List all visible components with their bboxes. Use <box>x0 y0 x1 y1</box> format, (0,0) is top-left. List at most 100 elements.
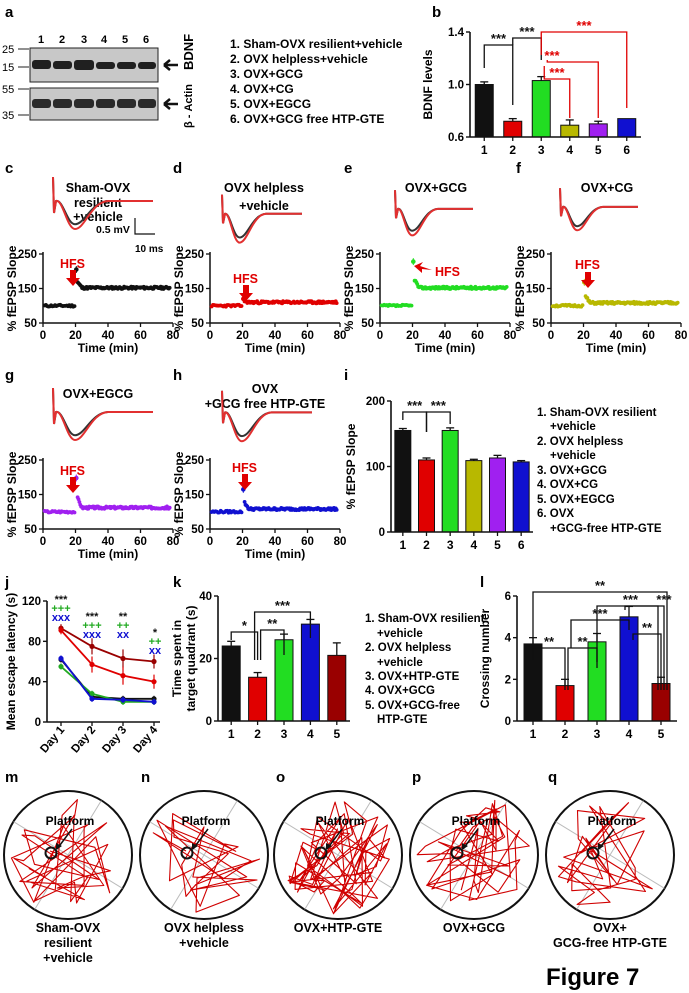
panel-title: +vehicle <box>239 199 289 213</box>
blot-legend: 1. Sham-OVX resilient+vehicle 2. OVX hel… <box>230 37 403 126</box>
data-point <box>334 301 339 306</box>
legend-item: 5. OVX+EGCG <box>537 494 615 506</box>
x-tick-label: 3 <box>447 538 454 552</box>
legend-item: +GCG-free HTP-GTE <box>550 523 662 535</box>
figure-static-layer: a b c d e f g h i j k l m n o p q 1 2 3 … <box>2 4 662 991</box>
bracket-line <box>253 611 312 660</box>
legend-k: 1. Sham-OVX resilient +vehicle 2. OVX he… <box>365 613 485 726</box>
y-tick-label: 1.0 <box>448 80 464 92</box>
x-tick-label: 60 <box>301 330 314 342</box>
y-axis-label: % fEPSP Slope <box>172 451 186 537</box>
platform-label: Platform <box>588 814 637 828</box>
panel-letter-g: g <box>5 367 14 384</box>
hfs-label: HFS <box>233 272 258 286</box>
water-maze-p: Platform OVX+GCG <box>409 790 539 935</box>
y-axis-label: % fEPSP Slope <box>5 451 19 537</box>
fepsp-trace-pair <box>559 188 638 232</box>
significance-bracket: ** <box>632 620 662 690</box>
x-axis-label: Time (min) <box>586 341 646 355</box>
y-tick-label: 150 <box>526 284 545 296</box>
legend-item: 5. OVX+GCG-free <box>365 700 460 712</box>
bracket-line <box>570 619 630 648</box>
y-axis-label: % fEPSP Slope <box>342 245 356 331</box>
y-tick-label: 4 <box>505 633 512 645</box>
platform-label: Platform <box>46 814 95 828</box>
y-tick-label: 0 <box>379 527 385 539</box>
ltp-panel-g: 50 150 250 0 20 40 60 80 Time (min) % fEPSP Slope… <box>5 387 179 561</box>
y-tick-label: 50 <box>24 318 37 330</box>
bar <box>300 623 320 722</box>
hfs-arrow-icon <box>66 477 80 493</box>
x-tick-label: 40 <box>269 330 282 342</box>
bdnf-band <box>138 62 156 69</box>
water-maze-o: Platform OVX+HTP-GTE <box>273 790 403 935</box>
legend-item: 3. OVX+GCG <box>537 465 607 477</box>
y-axis-label: Time spent in <box>170 620 184 697</box>
bracket-line <box>259 629 285 660</box>
x-axis-label: Time (min) <box>245 341 305 355</box>
x-tick-label: 0 <box>207 536 213 548</box>
data-point <box>72 510 77 515</box>
panel-letter-i: i <box>344 367 348 384</box>
y-tick-label: 50 <box>532 318 545 330</box>
significance-label: *** <box>544 48 560 63</box>
platform-label: Platform <box>452 814 501 828</box>
hfs-label: HFS <box>575 258 600 272</box>
bracket-line <box>532 591 668 690</box>
panel-letter-f: f <box>516 160 522 177</box>
x-tick-label: 4 <box>470 538 477 552</box>
significance-label: xx <box>117 629 130 641</box>
significance-label: ** <box>577 634 588 649</box>
y-tick-label: 6 <box>505 591 511 603</box>
bar <box>512 461 530 533</box>
legend-item: 4. OVX+CG <box>537 479 598 491</box>
bar-chart-i: 1 2 3 4 5 6 0 100 200 % fEPSP Slope *** *** <box>344 396 533 552</box>
series-path <box>60 629 155 683</box>
fepsp-trace-pair <box>52 176 153 231</box>
actin-band <box>138 99 156 108</box>
x-tick-label: 3 <box>281 727 288 741</box>
arrowhead-icon <box>192 843 198 850</box>
peak-point <box>411 259 416 264</box>
actin-label: β - Actin <box>183 84 195 128</box>
panel-title: Sham-OVX <box>66 181 131 195</box>
data-point <box>89 696 95 702</box>
arrowhead-icon <box>462 843 468 850</box>
scale-ms: 10 ms <box>135 244 164 255</box>
significance-label: +++ <box>51 603 70 615</box>
significance-bracket: *** <box>544 48 599 118</box>
data-point <box>89 691 95 697</box>
lane-number: 1 <box>38 34 44 46</box>
scale-bar <box>134 218 155 235</box>
x-tick-label: 1 <box>530 727 537 741</box>
bracket-line <box>540 31 628 108</box>
y-tick-label: 50 <box>361 318 374 330</box>
bracket-line <box>546 60 599 118</box>
maze-caption: +vehicle <box>43 951 93 965</box>
y-tick-label: 20 <box>199 654 212 666</box>
marker-25: 25 <box>2 44 14 56</box>
x-tick-label: 3 <box>538 143 545 157</box>
x-tick-label: 5 <box>658 727 665 741</box>
significance-label: ** <box>267 616 278 631</box>
bdnf-band <box>32 60 51 69</box>
significance-label: xxx <box>52 612 71 624</box>
x-tick-label: 80 <box>334 536 347 548</box>
data-point <box>120 673 126 679</box>
significance-label: ++ <box>149 636 162 648</box>
data-point <box>580 303 585 308</box>
series-line <box>58 655 157 705</box>
data-point <box>167 285 172 290</box>
panel-letter-h: h <box>173 367 182 384</box>
y-tick-label: 250 <box>18 455 37 467</box>
actin-band <box>32 99 51 108</box>
data-series <box>379 258 509 309</box>
y-axis-label: Crossing number <box>478 609 492 709</box>
y-tick-label: 100 <box>366 462 385 474</box>
significance-label: *** <box>55 594 69 606</box>
panel-letter-m: m <box>5 769 18 786</box>
bar <box>560 124 580 138</box>
x-tick-label: 80 <box>167 536 180 548</box>
y-axis-label: % fEPSP Slope <box>172 245 186 331</box>
